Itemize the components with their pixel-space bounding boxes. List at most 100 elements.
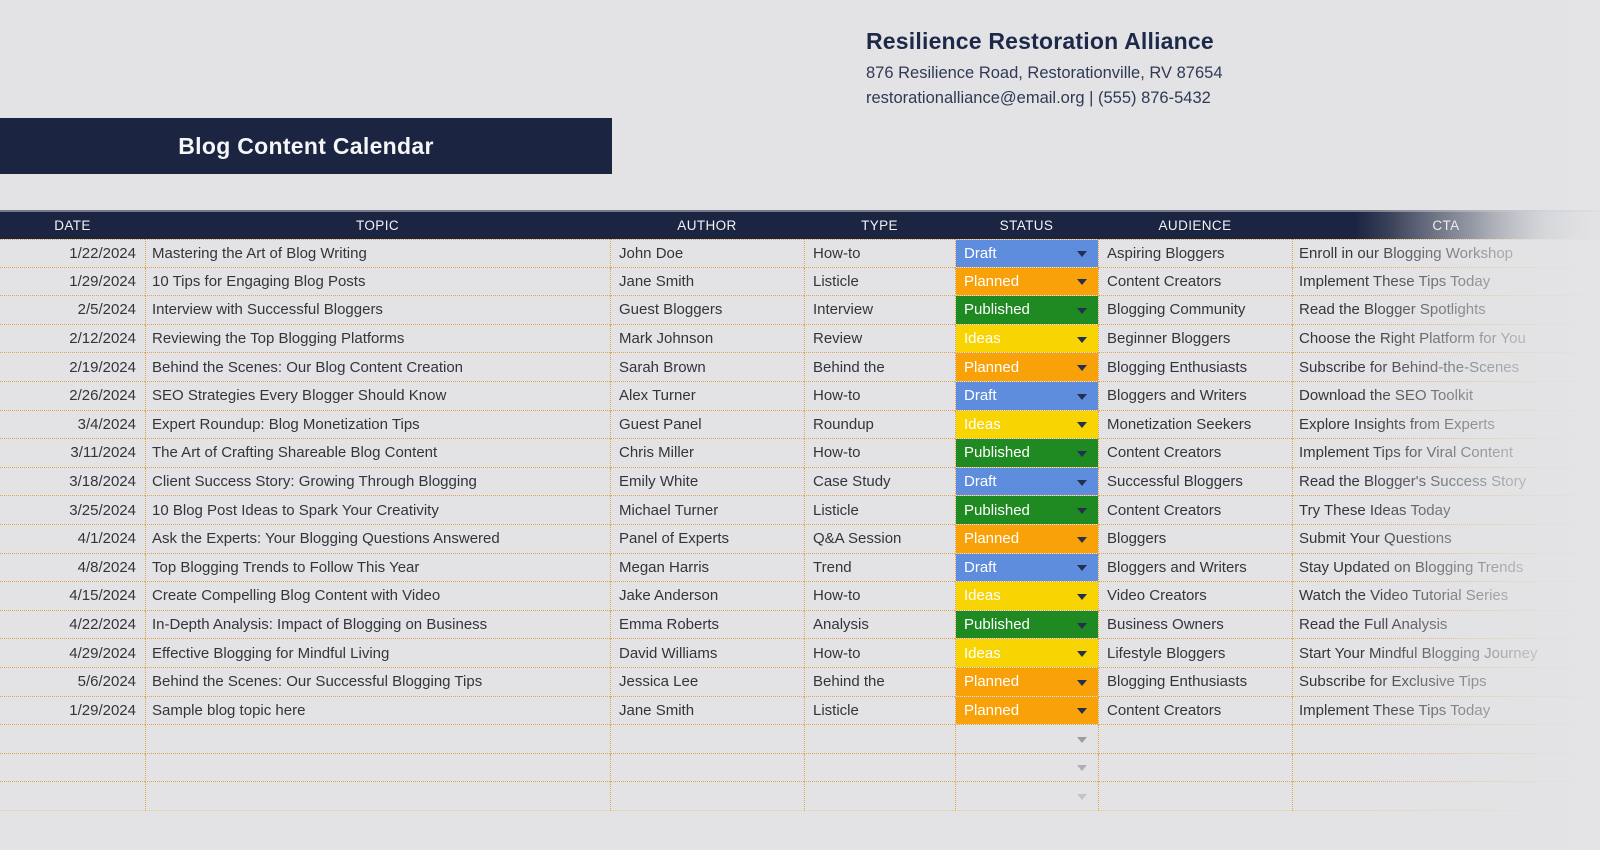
chevron-down-icon[interactable]	[1077, 765, 1087, 772]
type-cell[interactable]: Interview	[804, 296, 955, 325]
topic-cell[interactable]: Reviewing the Top Blogging Platforms	[145, 324, 610, 354]
status-dropdown[interactable]: Ideas	[956, 639, 1098, 667]
status-dropdown[interactable]: Planned	[956, 267, 1098, 296]
author-cell[interactable]: Guest Bloggers	[610, 296, 804, 325]
date-cell[interactable]: 3/25/2024	[0, 496, 145, 525]
audience-cell[interactable]: Business Owners	[1098, 610, 1292, 640]
empty-cta-cell[interactable]	[1292, 753, 1600, 783]
audience-cell[interactable]: Successful Bloggers	[1098, 467, 1292, 497]
audience-cell[interactable]: Content Creators	[1098, 696, 1292, 726]
author-cell[interactable]: Chris Miller	[610, 439, 804, 468]
empty-cta-cell[interactable]	[1292, 725, 1600, 754]
type-cell[interactable]: Roundup	[804, 410, 955, 440]
status-dropdown[interactable]: Published	[956, 610, 1098, 639]
status-cell[interactable]: Draft	[955, 553, 1098, 583]
author-cell[interactable]: Jane Smith	[610, 267, 804, 297]
type-cell[interactable]: How-to	[804, 439, 955, 468]
type-cell[interactable]: Trend	[804, 553, 955, 583]
status-cell[interactable]: Published	[955, 610, 1098, 640]
date-cell[interactable]: 2/5/2024	[0, 296, 145, 325]
audience-cell[interactable]: Blogging Community	[1098, 296, 1292, 325]
cta-cell[interactable]: Read the Full Analysis	[1292, 610, 1600, 640]
date-cell[interactable]: 2/12/2024	[0, 325, 145, 354]
empty-status-cell[interactable]	[955, 782, 1098, 811]
author-cell[interactable]: Jane Smith	[610, 696, 804, 726]
empty-author-cell[interactable]	[610, 782, 804, 811]
status-dropdown[interactable]: Ideas	[956, 582, 1098, 610]
cta-cell[interactable]: Implement Tips for Viral Content	[1292, 439, 1600, 468]
topic-cell[interactable]: SEO Strategies Every Blogger Should Know	[145, 381, 610, 411]
audience-cell[interactable]: Lifestyle Bloggers	[1098, 639, 1292, 668]
status-cell[interactable]: Published	[955, 496, 1098, 525]
type-cell[interactable]: How-to	[804, 639, 955, 668]
cta-cell[interactable]: Read the Blogger's Success Story	[1292, 467, 1600, 497]
topic-cell[interactable]: Behind the Scenes: Our Successful Bloggi…	[145, 667, 610, 697]
cta-cell[interactable]: Submit Your Questions	[1292, 524, 1600, 554]
chevron-down-icon[interactable]	[1077, 736, 1087, 743]
status-dropdown[interactable]: Published	[956, 439, 1098, 467]
status-dropdown[interactable]: Draft	[956, 467, 1098, 496]
empty-audience-cell[interactable]	[1098, 782, 1292, 811]
empty-author-cell[interactable]	[610, 725, 804, 754]
status-dropdown[interactable]: Draft	[956, 553, 1098, 582]
author-cell[interactable]: Sarah Brown	[610, 353, 804, 382]
status-cell[interactable]: Ideas	[955, 639, 1098, 668]
cta-cell[interactable]: Implement These Tips Today	[1292, 696, 1600, 726]
empty-date-cell[interactable]	[0, 754, 145, 783]
empty-type-cell[interactable]	[804, 782, 955, 811]
date-cell[interactable]: 4/29/2024	[0, 639, 145, 668]
status-cell[interactable]: Planned	[955, 267, 1098, 297]
audience-cell[interactable]: Monetization Seekers	[1098, 410, 1292, 440]
topic-cell[interactable]: 10 Blog Post Ideas to Spark Your Creativ…	[145, 496, 610, 525]
type-cell[interactable]: Q&A Session	[804, 524, 955, 554]
cta-cell[interactable]: Enroll in our Blogging Workshop	[1292, 239, 1600, 268]
topic-cell[interactable]: Sample blog topic here	[145, 696, 610, 726]
empty-date-cell[interactable]	[0, 725, 145, 754]
topic-cell[interactable]: Behind the Scenes: Our Blog Content Crea…	[145, 353, 610, 382]
cta-cell[interactable]: Start Your Mindful Blogging Journey	[1292, 639, 1600, 668]
author-cell[interactable]: Alex Turner	[610, 381, 804, 411]
author-cell[interactable]: Guest Panel	[610, 410, 804, 440]
type-cell[interactable]: How-to	[804, 582, 955, 611]
empty-status-cell[interactable]	[955, 725, 1098, 754]
author-cell[interactable]: Panel of Experts	[610, 524, 804, 554]
author-cell[interactable]: Mark Johnson	[610, 324, 804, 354]
status-cell[interactable]: Planned	[955, 696, 1098, 726]
type-cell[interactable]: Listicle	[804, 267, 955, 297]
cta-cell[interactable]: Implement These Tips Today	[1292, 267, 1600, 297]
cta-cell[interactable]: Subscribe for Exclusive Tips	[1292, 667, 1600, 697]
status-dropdown[interactable]: Planned	[956, 353, 1098, 381]
empty-cta-cell[interactable]	[1292, 782, 1600, 811]
cta-cell[interactable]: Explore Insights from Experts	[1292, 410, 1600, 440]
type-cell[interactable]: Listicle	[804, 496, 955, 525]
date-cell[interactable]: 1/29/2024	[0, 697, 145, 726]
type-cell[interactable]: How-to	[804, 381, 955, 411]
date-cell[interactable]: 3/18/2024	[0, 468, 145, 497]
topic-cell[interactable]: The Art of Crafting Shareable Blog Conte…	[145, 439, 610, 468]
status-dropdown[interactable]: Planned	[956, 696, 1098, 725]
topic-cell[interactable]: Ask the Experts: Your Blogging Questions…	[145, 524, 610, 554]
cta-cell[interactable]: Read the Blogger Spotlights	[1292, 296, 1600, 325]
topic-cell[interactable]: 10 Tips for Engaging Blog Posts	[145, 267, 610, 297]
date-cell[interactable]: 2/19/2024	[0, 353, 145, 382]
status-dropdown[interactable]: Ideas	[956, 410, 1098, 439]
audience-cell[interactable]: Bloggers and Writers	[1098, 553, 1292, 583]
date-cell[interactable]: 5/6/2024	[0, 668, 145, 697]
date-cell[interactable]: 4/15/2024	[0, 582, 145, 611]
audience-cell[interactable]: Bloggers	[1098, 524, 1292, 554]
type-cell[interactable]: Analysis	[804, 610, 955, 640]
empty-audience-cell[interactable]	[1098, 725, 1292, 754]
audience-cell[interactable]: Bloggers and Writers	[1098, 381, 1292, 411]
audience-cell[interactable]: Blogging Enthusiasts	[1098, 667, 1292, 697]
cta-cell[interactable]: Choose the Right Platform for You	[1292, 324, 1600, 354]
author-cell[interactable]: Michael Turner	[610, 496, 804, 525]
author-cell[interactable]: David Williams	[610, 639, 804, 668]
audience-cell[interactable]: Content Creators	[1098, 439, 1292, 468]
empty-date-cell[interactable]	[0, 782, 145, 811]
empty-topic-cell[interactable]	[145, 725, 610, 754]
topic-cell[interactable]: In-Depth Analysis: Impact of Blogging on…	[145, 610, 610, 640]
status-cell[interactable]: Planned	[955, 667, 1098, 697]
status-cell[interactable]: Published	[955, 296, 1098, 325]
empty-type-cell[interactable]	[804, 753, 955, 783]
date-cell[interactable]: 3/4/2024	[0, 411, 145, 440]
